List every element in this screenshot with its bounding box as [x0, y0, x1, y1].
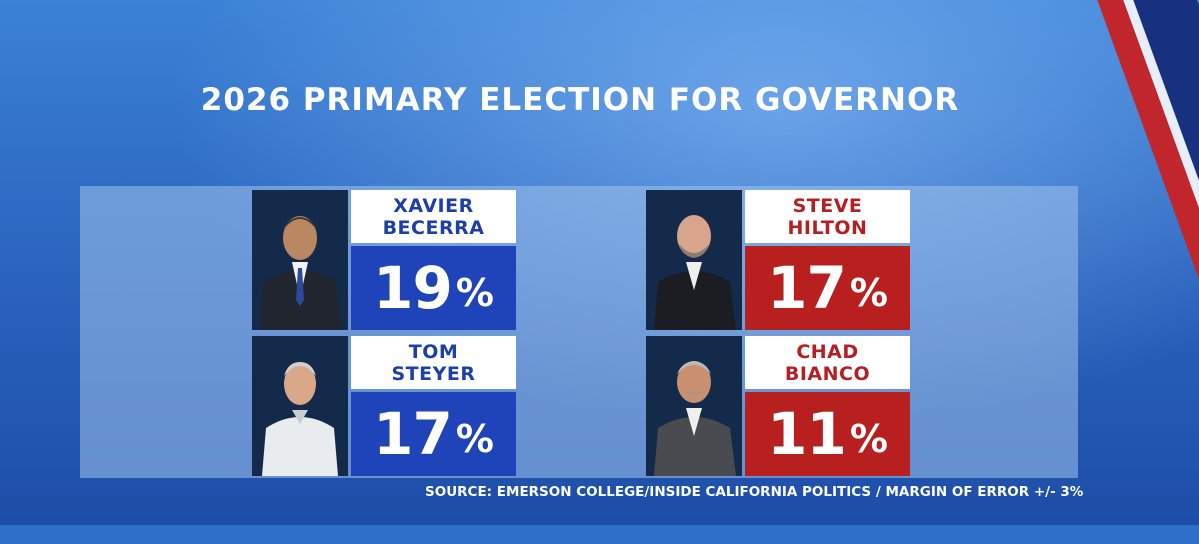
vote-percentage: 17% [745, 246, 910, 330]
vote-percentage: 17% [351, 392, 516, 476]
percent-sign: % [455, 417, 494, 461]
source-caption: SOURCE: EMERSON COLLEGE/INSIDE CALIFORNI… [425, 484, 1084, 500]
percent-value: 11 [767, 400, 847, 468]
candidate-card-steyer: TOM STEYER 17% [252, 336, 516, 476]
candidate-photo [646, 336, 742, 476]
first-name: STEVE [792, 194, 863, 217]
candidate-card-bianco: CHAD BIANCO 11% [646, 336, 910, 476]
candidate-name: STEVE HILTON [745, 190, 910, 243]
graphic-title: 2026 PRIMARY ELECTION FOR GOVERNOR [200, 82, 960, 118]
percent-sign: % [849, 271, 888, 315]
percent-sign: % [849, 417, 888, 461]
candidate-photo [252, 190, 348, 330]
last-name: BIANCO [784, 362, 871, 385]
last-name: BECERRA [382, 216, 485, 239]
last-name: STEYER [391, 362, 476, 385]
candidate-photo [252, 336, 348, 476]
percent-value: 17 [373, 400, 453, 468]
candidate-photo [646, 190, 742, 330]
results-panel [80, 186, 1078, 478]
vote-percentage: 11% [745, 392, 910, 476]
percent-value: 17 [767, 254, 847, 322]
candidate-card-becerra: XAVIER BECERRA 19% [252, 190, 516, 330]
candidate-card-hilton: STEVE HILTON 17% [646, 190, 910, 330]
percent-value: 19 [373, 254, 453, 322]
candidate-name: CHAD BIANCO [745, 336, 910, 389]
first-name: CHAD [796, 340, 859, 363]
percent-sign: % [455, 271, 494, 315]
candidate-name: XAVIER BECERRA [351, 190, 516, 243]
last-name: HILTON [787, 216, 868, 239]
first-name: XAVIER [393, 194, 474, 217]
first-name: TOM [408, 340, 459, 363]
candidate-name: TOM STEYER [351, 336, 516, 389]
vote-percentage: 19% [351, 246, 516, 330]
